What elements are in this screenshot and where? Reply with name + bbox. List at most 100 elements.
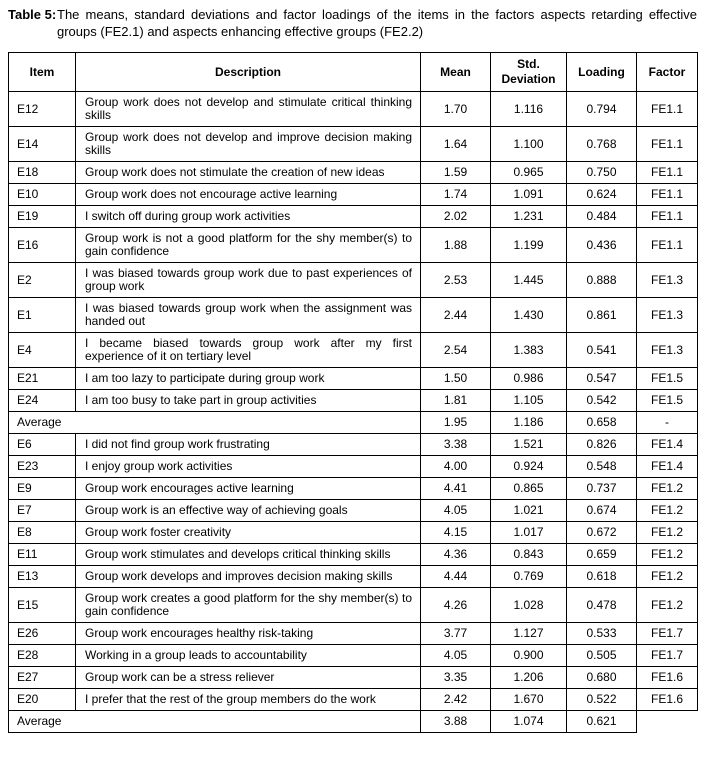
loading-cell: 0.548 [566,455,637,478]
item-cell: E14 [8,126,76,162]
table-row: E7 Group work is an effective way of achi… [8,499,698,522]
item-cell: E27 [8,666,76,689]
std-deviation-cell: 1.091 [490,183,567,206]
header-row: Item Description Mean Std. Deviation Loading… [8,52,698,92]
std-deviation-cell: 1.186 [490,411,567,434]
table-row: E14 Group work does not develop and impro… [8,126,698,162]
item-cell: E21 [8,367,76,390]
mean-cell: 3.35 [420,666,491,689]
std-deviation-cell: 1.445 [490,262,567,298]
item-cell: E20 [8,688,76,711]
mean-cell: 3.77 [420,622,491,645]
table-row: E18 Group work does not stimulate the cre… [8,161,698,184]
std-deviation-cell: 1.521 [490,433,567,456]
mean-cell: 1.88 [420,227,491,263]
loading-cell: 0.674 [566,499,637,522]
description-cell: Group work is an effective way of achiev… [75,499,421,522]
table-row: E11 Group work stimulates and develops cr… [8,543,698,566]
std-deviation-cell: 1.074 [490,710,567,733]
loading-cell: 0.542 [566,389,637,412]
factor-cell: FE1.3 [636,297,698,333]
column-header: Std. Deviation [490,52,567,92]
mean-cell: 4.44 [420,565,491,588]
loading-cell: 0.547 [566,367,637,390]
description-cell: I switch off during group work activitie… [75,205,421,228]
loading-cell: 0.672 [566,521,637,544]
mean-cell: 4.00 [420,455,491,478]
std-deviation-cell: 1.100 [490,126,567,162]
std-deviation-cell: 1.127 [490,622,567,645]
std-deviation-cell: 1.199 [490,227,567,263]
description-cell: I was biased towards group work due to p… [75,262,421,298]
description-cell: Group work stimulates and develops criti… [75,543,421,566]
factor-cell: - [636,411,698,434]
table-row: E2 I was biased towards group work due to… [8,262,698,298]
mean-cell: 1.50 [420,367,491,390]
mean-cell: 4.41 [420,477,491,500]
std-deviation-cell: 1.017 [490,521,567,544]
description-cell: Group work develops and improves decisio… [75,565,421,588]
mean-cell: 1.70 [420,91,491,127]
std-deviation-cell: 0.865 [490,477,567,500]
table-row: E28 Working in a group leads to accountab… [8,644,698,667]
factor-cell: FE1.1 [636,205,698,228]
loading-cell: 0.750 [566,161,637,184]
mean-cell: 4.26 [420,587,491,623]
std-deviation-cell: 0.900 [490,644,567,667]
mean-cell: 3.88 [420,710,491,733]
mean-cell: 2.53 [420,262,491,298]
factor-cell: FE1.2 [636,543,698,566]
description-cell: Group work creates a good platform for t… [75,587,421,623]
mean-cell: 3.38 [420,433,491,456]
mean-cell: 4.05 [420,499,491,522]
loading-cell: 0.888 [566,262,637,298]
table-row: E13 Group work develops and improves deci… [8,565,698,588]
factor-cell: FE1.5 [636,367,698,390]
factor-cell: FE1.1 [636,126,698,162]
table-row: E9 Group work encourages active learning 4… [8,477,698,500]
table-row: E8 Group work foster creativity 4.15 1.017 0… [8,521,698,544]
loading-cell: 0.541 [566,332,637,368]
table-row: E4 I became biased towards group work aft… [8,332,698,368]
loading-cell: 0.624 [566,183,637,206]
table-row: E19 I switch off during group work activi… [8,205,698,228]
description-cell: I prefer that the rest of the group memb… [75,688,421,711]
item-cell: E9 [8,477,76,500]
factor-cell: FE1.7 [636,622,698,645]
average-label-cell: Average [8,710,421,733]
std-deviation-cell: 0.843 [490,543,567,566]
table-row: E1 I was biased towards group work when t… [8,297,698,333]
mean-cell: 1.81 [420,389,491,412]
loading-cell: 0.478 [566,587,637,623]
std-deviation-cell: 1.383 [490,332,567,368]
loading-cell: 0.794 [566,91,637,127]
mean-cell: 2.54 [420,332,491,368]
loading-cell: 0.484 [566,205,637,228]
factor-cell: FE1.4 [636,433,698,456]
description-cell: I am too lazy to participate during grou… [75,367,421,390]
item-cell: E2 [8,262,76,298]
table-caption-label: Table 5: [8,7,57,22]
mean-cell: 1.64 [420,126,491,162]
loading-cell: 0.659 [566,543,637,566]
description-cell: I became biased towards group work after… [75,332,421,368]
item-cell: E18 [8,161,76,184]
mean-cell: 4.15 [420,521,491,544]
loading-cell: 0.522 [566,688,637,711]
item-cell: E11 [8,543,76,566]
description-cell: I was biased towards group work when the… [75,297,421,333]
column-header: Loading [566,52,637,92]
loading-cell: 0.658 [566,411,637,434]
factor-cell: FE1.5 [636,389,698,412]
table-row: E21 I am too lazy to participate during g… [8,367,698,390]
average-row: Average 1.95 1.186 0.658- [8,411,698,434]
std-deviation-cell: 1.028 [490,587,567,623]
item-cell: E24 [8,389,76,412]
item-cell: E1 [8,297,76,333]
factor-cell: FE1.1 [636,227,698,263]
document-page: Table 5: The means, standard deviations … [8,7,698,733]
factor-cell: FE1.2 [636,587,698,623]
mean-cell: 2.02 [420,205,491,228]
item-cell: E23 [8,455,76,478]
item-cell: E16 [8,227,76,263]
